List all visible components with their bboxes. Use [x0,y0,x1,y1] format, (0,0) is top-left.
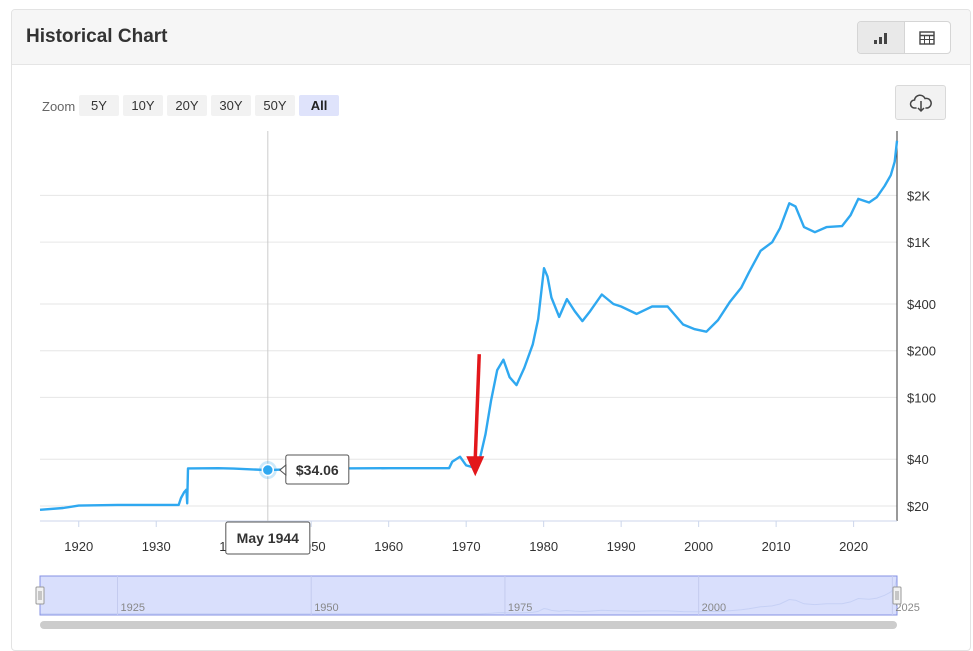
navigator-year-label: 1925 [120,602,144,614]
zoom-20y-button[interactable]: 20Y [167,95,207,116]
series-line-gold-price [39,140,899,511]
x-tick-label: 1970 [452,539,481,554]
y-tick-label: $40 [907,452,929,467]
y-tick-label: $20 [907,499,929,514]
download-button[interactable] [895,85,946,120]
date-tooltip: May 1944 [225,521,311,555]
x-tick-label: 2000 [684,539,713,554]
y-tick-label: $100 [907,390,936,405]
x-tick-label: 1960 [374,539,403,554]
panel-header: Historical Chart [12,10,970,65]
tooltip-date: May 1944 [237,530,299,546]
x-tick-label: 2010 [762,539,791,554]
x-tick-label: 2020 [839,539,868,554]
zoom-all-button[interactable]: All [299,95,339,116]
table-icon [919,30,935,45]
annotation-arrow-shaft [473,354,481,459]
y-tick-label: $2K [907,188,930,203]
navigator-year-label: 2000 [702,602,726,614]
navigator-year-label: 2025 [895,602,919,614]
navigator-left-handle[interactable] [35,586,45,605]
x-tick-label: 1980 [529,539,558,554]
value-tooltip: $34.06 [279,454,350,485]
zoom-10y-button[interactable]: 10Y [123,95,163,116]
navigator-year-label: 1950 [314,602,338,614]
annotation-arrow-head [466,456,485,477]
x-tick-label: 1930 [142,539,171,554]
table-view-button[interactable] [905,22,951,53]
zoom-30y-button[interactable]: 30Y [211,95,251,116]
price-chart[interactable]: 1920193019401950196019701980199020002010… [0,0,973,632]
panel-title: Historical Chart [26,26,168,47]
y-tick-label: $200 [907,344,936,359]
y-tick-label: $1K [907,235,930,250]
navigator-right-handle[interactable] [892,586,902,605]
zoom-5y-button[interactable]: 5Y [79,95,119,116]
cloud-download-icon [909,93,932,112]
navigator-year-label: 1975 [508,602,532,614]
zoom-50y-button[interactable]: 50Y [255,95,295,116]
y-tick-label: $400 [907,297,936,312]
bar-chart-icon [873,32,887,44]
chart-view-button[interactable] [858,22,905,53]
zoom-label: Zoom [42,99,76,114]
highlight-point [261,463,275,477]
tooltip-value: $34.06 [296,462,339,478]
x-tick-label: 1990 [607,539,636,554]
range-navigator[interactable]: 1925 1950 1975 2000 2025 [35,575,920,616]
navigator-selection[interactable] [39,575,898,616]
historical-chart-panel: Historical Chart Zoom 5Y 10Y [11,9,971,651]
view-toggle [857,21,951,54]
horizontal-scrollbar[interactable] [40,621,897,629]
x-tick-label: 1920 [64,539,93,554]
